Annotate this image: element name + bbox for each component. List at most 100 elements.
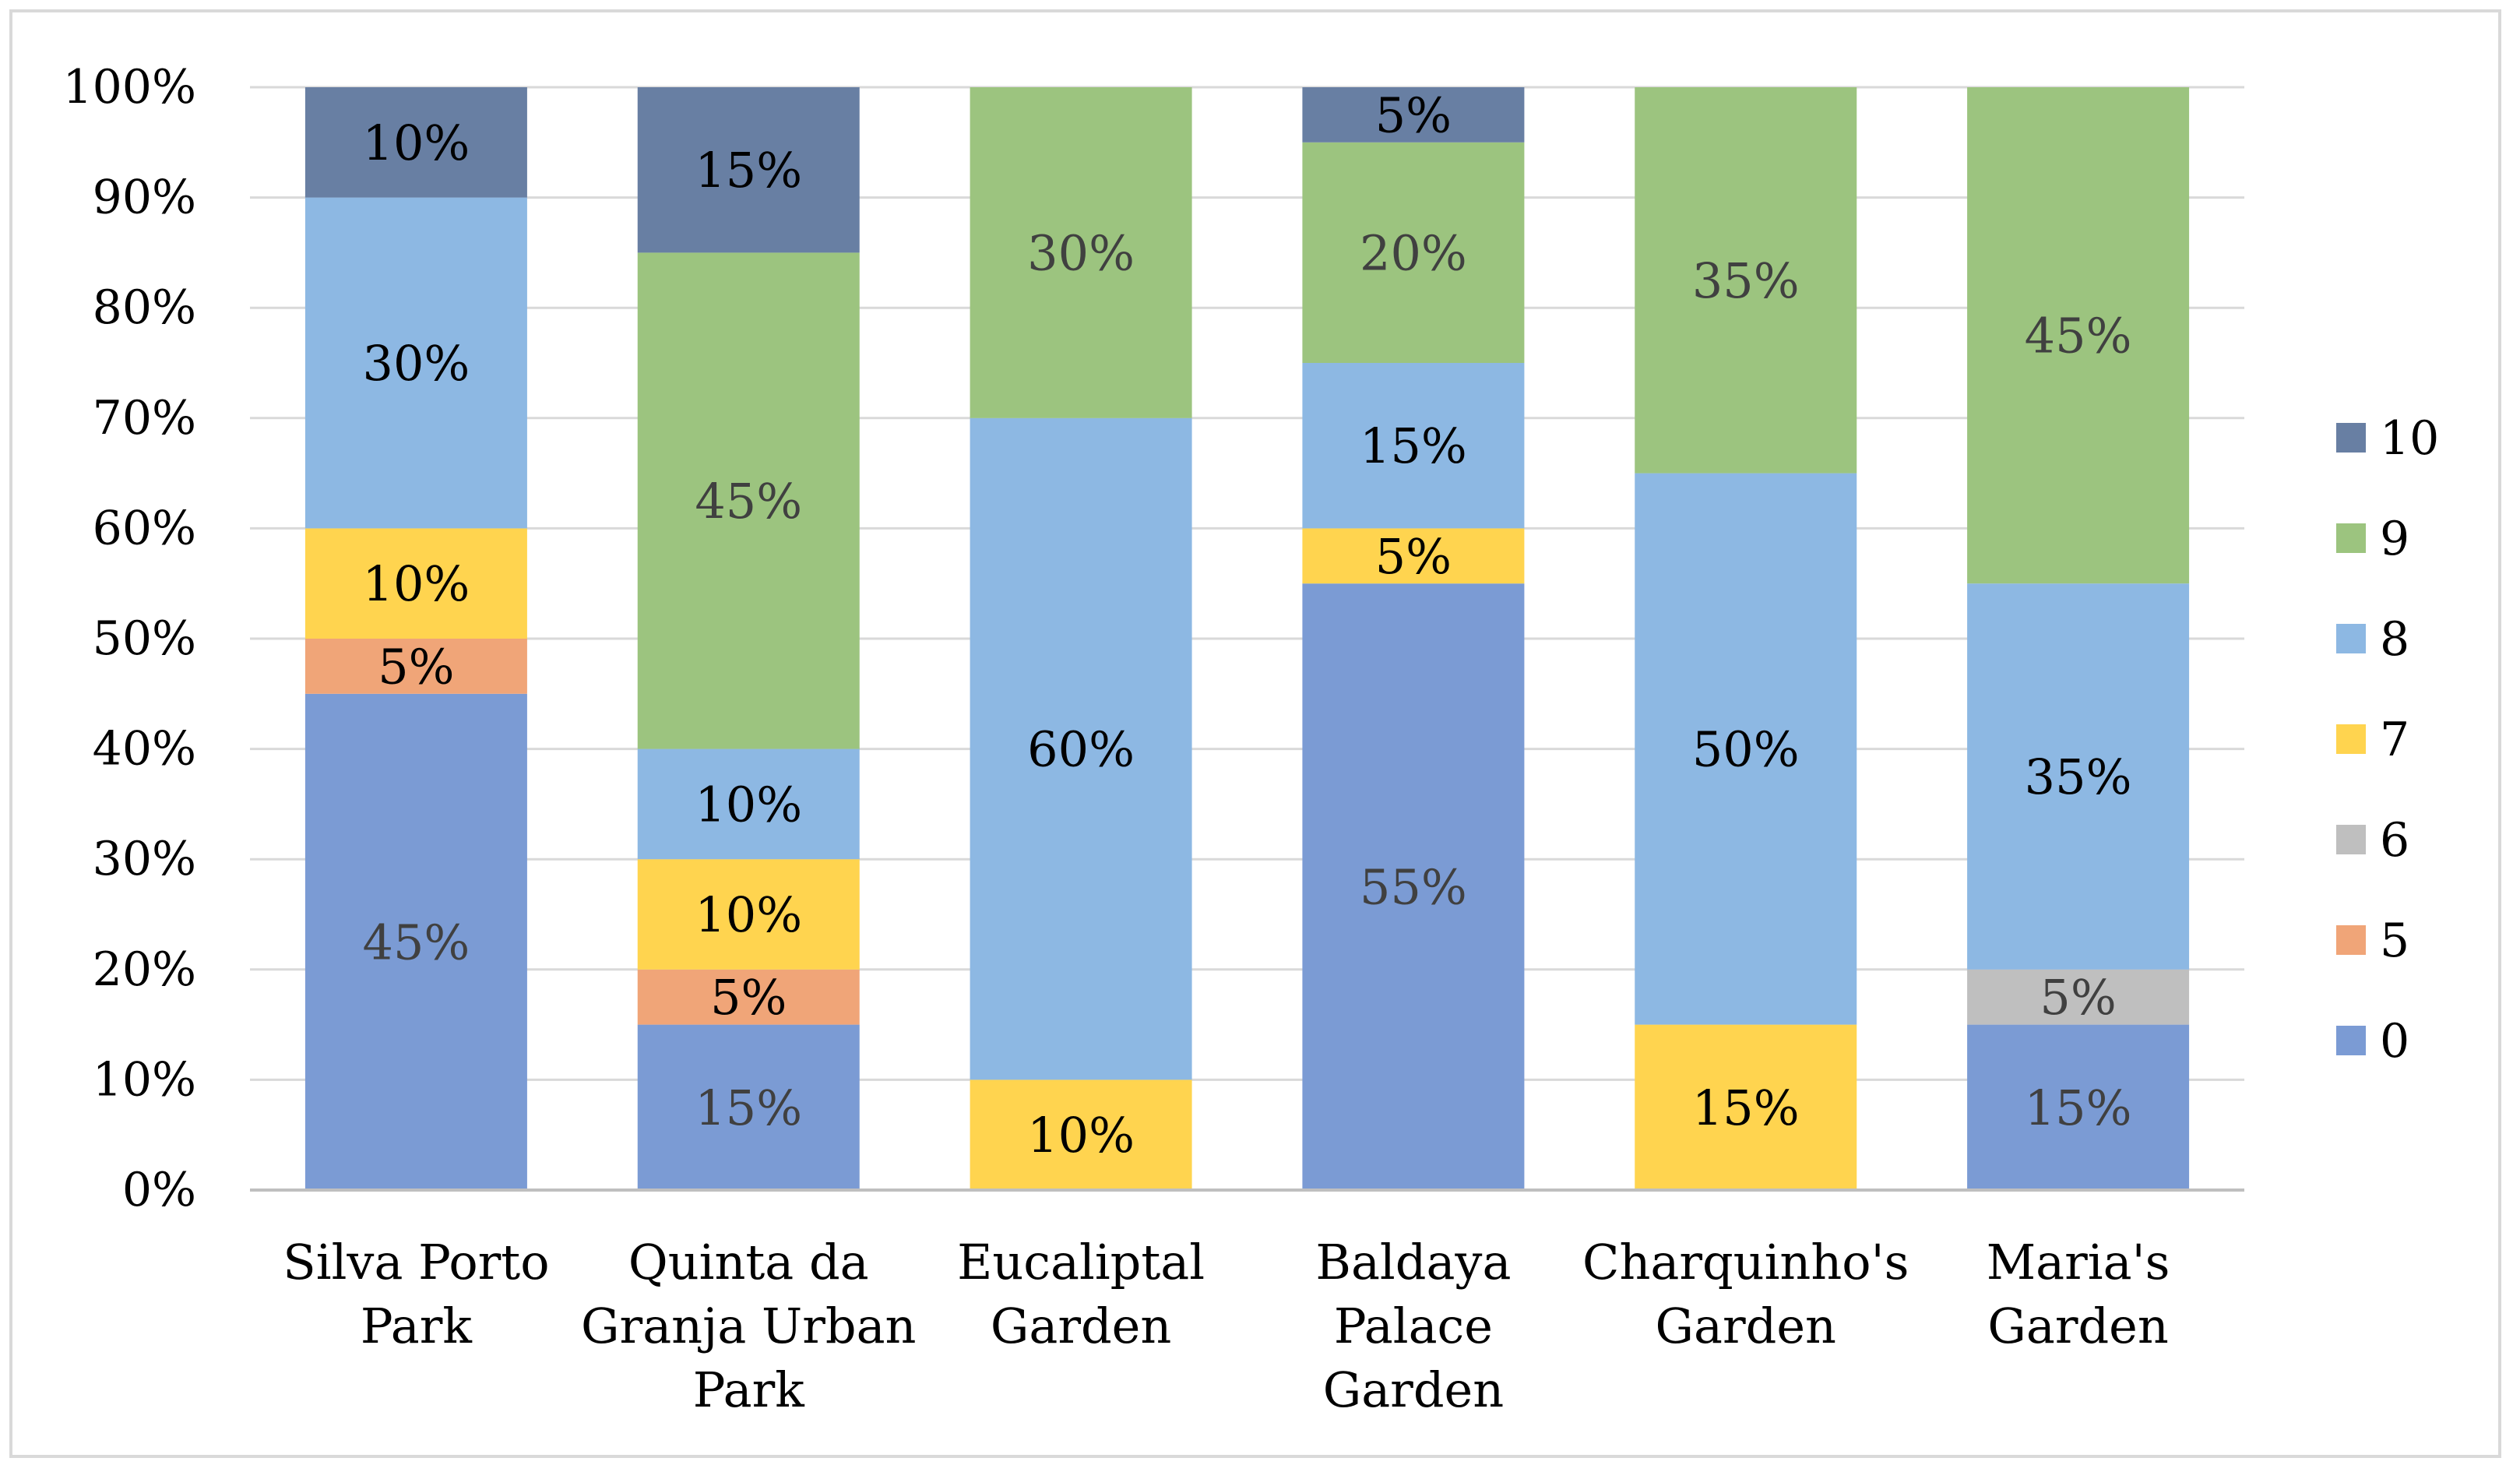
legend-swatch-0 <box>2336 1026 2366 1055</box>
legend-swatch-9 <box>2336 523 2366 553</box>
data-label: 20% <box>1360 224 1467 281</box>
legend-swatch-5 <box>2336 925 2366 955</box>
data-label: 10% <box>363 555 470 612</box>
data-label: 50% <box>1692 721 1800 778</box>
bar-segment-0 <box>1302 583 1525 1190</box>
bar-segment-9 <box>1302 142 1525 364</box>
axes: 0% 10% 20% 30% 40% 50% 60% 70% 80% 90% 100% Silva P… <box>62 60 2244 1418</box>
data-label: 35% <box>2025 748 2132 805</box>
y-tick-label: 50% <box>93 611 196 666</box>
y-tick-label: 10% <box>93 1052 196 1107</box>
legend: 10 9 8 7 6 5 0 <box>2336 411 2439 1069</box>
legend-label-6: 6 <box>2380 813 2409 868</box>
legend-label-0: 0 <box>2380 1014 2409 1069</box>
gridlines <box>250 86 2244 1081</box>
x-category-label-line: Silva Porto <box>283 1234 549 1291</box>
y-tick-label: 60% <box>93 501 196 555</box>
data-label: 15% <box>1360 417 1467 474</box>
bar-segment-9 <box>1967 87 2190 584</box>
legend-swatch-10 <box>2336 423 2366 453</box>
bar-segment-9 <box>970 87 1192 418</box>
data-label: 10% <box>1027 1107 1135 1164</box>
bar-segment-9 <box>637 252 860 749</box>
bar-segment-7 <box>304 528 527 639</box>
legend-swatch-6 <box>2336 825 2366 854</box>
bar-segment-6 <box>1967 969 2190 1025</box>
x-category-label-line: Park <box>693 1361 805 1418</box>
bar-segment-8 <box>1967 583 2190 970</box>
data-label: 5% <box>1375 528 1452 585</box>
data-label: 55% <box>1360 859 1467 916</box>
x-category-label-line: Garden <box>991 1298 1171 1354</box>
stacked-bar-chart: 0% 10% 20% 30% 40% 50% 60% 70% 80% 90% 100% Silva P… <box>62 60 2439 1418</box>
x-category-label-line: Garden <box>1656 1298 1836 1354</box>
data-label: 10% <box>695 776 802 833</box>
y-tick-label: 40% <box>93 722 196 776</box>
data-label: 5% <box>1375 86 1452 143</box>
bar-segment-8 <box>1302 363 1525 529</box>
bar-segment-9 <box>1635 87 1857 474</box>
y-tick-label: 20% <box>93 942 196 997</box>
legend-swatch-7 <box>2336 724 2366 754</box>
x-category-label-line: Garden <box>1987 1298 2168 1354</box>
bar-segment-7 <box>637 859 860 970</box>
data-label: 45% <box>2025 308 2132 364</box>
data-label: 45% <box>695 473 802 530</box>
y-tick-label: 30% <box>93 832 196 886</box>
x-category-label-line: Eucaliptal <box>957 1234 1205 1291</box>
data-label: 5% <box>2040 969 2116 1026</box>
chart-frame: 0% 10% 20% 30% 40% 50% 60% 70% 80% 90% 100% Silva P… <box>9 9 2501 1458</box>
x-category-label-line: Charquinho's <box>1582 1234 1909 1291</box>
y-tick-label: 90% <box>93 171 196 225</box>
data-label: 30% <box>1027 224 1135 281</box>
x-category-label: Quinta da Granja Urban Park <box>581 1234 916 1418</box>
x-category-label: Eucaliptal Garden <box>957 1234 1205 1354</box>
data-label: 5% <box>378 638 454 695</box>
bar-segment-0 <box>637 1024 860 1190</box>
legend-label-7: 7 <box>2380 713 2409 767</box>
bar-segment-0 <box>304 693 527 1190</box>
data-label: 15% <box>2025 1079 2132 1136</box>
bar-segment-7 <box>1302 528 1525 584</box>
data-label: 10% <box>695 886 802 943</box>
bar-segment-10 <box>1302 87 1525 143</box>
bar-segment-5 <box>304 639 527 694</box>
data-label: 45% <box>363 914 470 970</box>
data-label: 30% <box>363 335 470 392</box>
x-category-label: Charquinho's Garden <box>1582 1234 1909 1354</box>
bar-segment-8 <box>1635 473 1857 1025</box>
bar-segment-0 <box>1967 1024 2190 1190</box>
bars <box>304 87 2190 1190</box>
data-label: 15% <box>695 1079 802 1136</box>
data-label: 10% <box>363 114 470 171</box>
y-tick-label: 0% <box>122 1163 196 1217</box>
bar-segment-8 <box>970 417 1192 1080</box>
legend-label-5: 5 <box>2380 914 2409 968</box>
x-category-label-line: Park <box>361 1298 473 1354</box>
bar-segment-7 <box>970 1079 1192 1190</box>
legend-label-8: 8 <box>2380 612 2409 667</box>
bar-segment-8 <box>637 748 860 860</box>
y-tick-label: 100% <box>62 60 196 114</box>
data-label: 15% <box>1692 1079 1800 1136</box>
bar-segment-10 <box>637 87 860 253</box>
x-category-label-line: Maria's <box>1987 1234 2170 1291</box>
bar-segment-8 <box>304 197 527 529</box>
x-category-label: Maria's Garden <box>1987 1234 2170 1354</box>
y-tick-label: 80% <box>93 280 196 335</box>
x-category-label-line: Garden <box>1323 1361 1504 1418</box>
x-category-label: Silva Porto Park <box>283 1234 549 1354</box>
x-category-label-line: Baldaya <box>1315 1234 1511 1291</box>
x-category-label-line: Quinta da <box>628 1234 869 1291</box>
x-category-label-line: Granja Urban <box>581 1298 916 1354</box>
data-label: 60% <box>1027 721 1135 778</box>
x-category-label: Baldaya Palace Garden <box>1315 1234 1511 1418</box>
data-label: 5% <box>710 969 787 1026</box>
legend-label-9: 9 <box>2380 512 2409 566</box>
legend-swatch-8 <box>2336 624 2366 653</box>
bar-segment-7 <box>1635 1024 1857 1190</box>
data-label: 35% <box>1692 252 1800 309</box>
y-tick-label: 70% <box>93 391 196 445</box>
data-labels: 45% 5% 10% 30% 10% 15% 5% 10% 10% 45% 15% 10% 60% 30%… <box>363 86 2132 1164</box>
bar-segment-5 <box>637 969 860 1025</box>
